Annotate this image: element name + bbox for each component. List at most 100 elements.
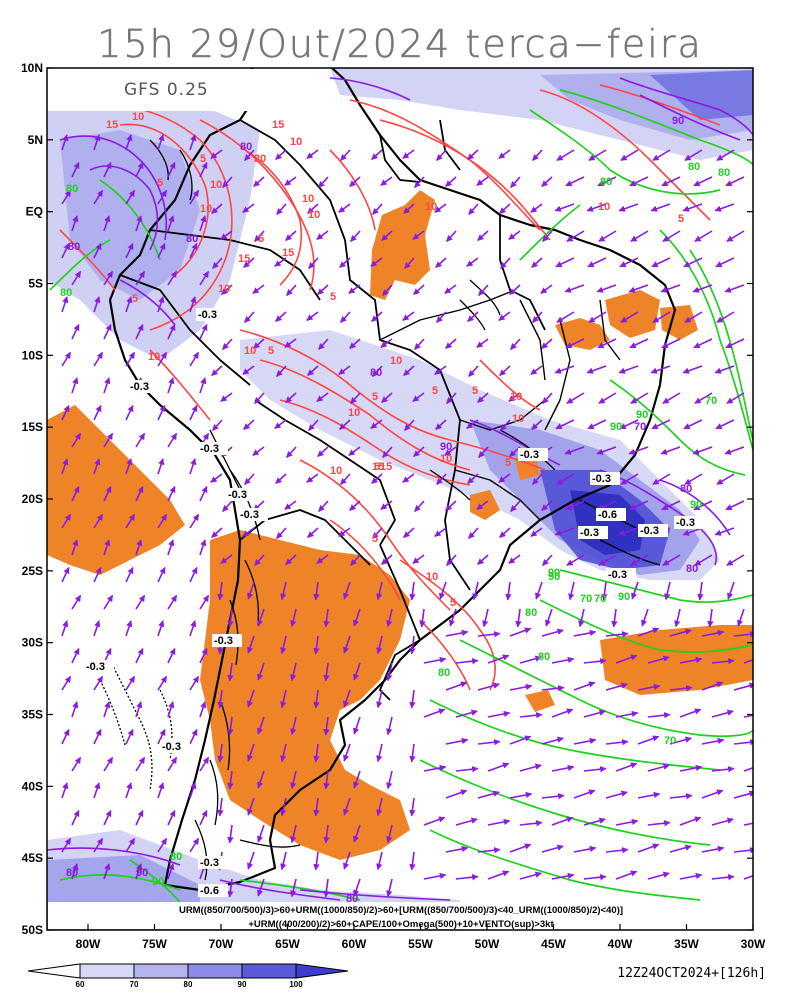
wind-arrow (412, 392, 425, 403)
wind-arrow (371, 473, 383, 485)
negative-contour-label: -0.3 (228, 489, 247, 501)
wind-arrow (477, 392, 489, 404)
wind-arrow (423, 656, 447, 664)
wind-arrow (157, 566, 166, 583)
wind-arrow (167, 161, 176, 178)
model-label: GFS 0.25 (124, 80, 209, 100)
wind-arrow (508, 392, 521, 403)
wind-arrow (382, 446, 393, 458)
wind-arrow (531, 257, 543, 269)
wind-arrow (376, 689, 383, 709)
lat-label: 10N (21, 61, 43, 75)
negative-contour-label: -0.3 (640, 525, 659, 537)
wind-arrow (323, 608, 330, 628)
wind-arrow (662, 392, 681, 404)
wind-arrow (220, 230, 233, 241)
wind-arrow (349, 338, 361, 350)
wind-arrow (551, 816, 574, 826)
wind-arrow (588, 311, 607, 323)
wind-arrow (596, 446, 617, 455)
wind-arrow (199, 809, 208, 826)
negative-label-bg (226, 488, 256, 501)
wind-arrow (423, 764, 447, 772)
wind-arrow (125, 189, 136, 205)
wind-arrow (477, 631, 501, 638)
wind-arrow (637, 735, 660, 745)
wind-arrow (125, 566, 134, 583)
colorbar-label: 90 (238, 980, 247, 989)
wind-arrow (498, 149, 511, 160)
wind-arrow (217, 797, 224, 817)
wind-arrow (61, 351, 72, 367)
wind-arrow (532, 149, 543, 161)
negative-contour-label: -0.3 (200, 857, 219, 869)
wind-arrow (372, 365, 383, 377)
wind-arrow (500, 257, 511, 269)
red-contour-label: 5 (258, 233, 264, 245)
wind-arrow (93, 189, 104, 205)
negative-label-bg (590, 472, 620, 485)
red-contours (59, 84, 721, 691)
wind-arrow (125, 513, 136, 529)
wind-arrow (257, 824, 265, 843)
wind-arrow (711, 874, 735, 881)
wind-arrow (199, 701, 207, 718)
green-contour-label: 70 (705, 395, 717, 407)
wind-arrow (381, 392, 393, 404)
wind-arrow (554, 203, 575, 212)
wind-arrow (660, 446, 681, 455)
wind-arrow (318, 176, 329, 188)
wind-arrow (679, 764, 703, 772)
lon-label: 75W (142, 937, 167, 951)
wind-arrow (323, 662, 330, 682)
wind-arrow (167, 594, 178, 610)
lat-label: 40S (22, 779, 43, 793)
wind-arrow (630, 554, 649, 566)
wind-arrow (339, 257, 351, 269)
wind-arrow (211, 203, 223, 215)
wind-arrow (343, 635, 351, 654)
green-contour-label: 90 (636, 409, 648, 421)
red-contour-label: 15 (238, 253, 250, 265)
wind-arrow (669, 793, 693, 800)
wind-arrow (242, 203, 255, 214)
wind-arrow (615, 762, 638, 772)
wind-arrow (403, 365, 415, 377)
wind-arrow (605, 739, 629, 746)
wind-arrow (71, 647, 80, 664)
wind-arrow (244, 149, 255, 161)
wind-arrow (478, 284, 489, 296)
wind-arrow (445, 500, 457, 512)
wind-arrow (637, 843, 660, 853)
wind-arrow (651, 419, 671, 430)
wind-arrow (285, 392, 297, 404)
colorbar-segment (133, 963, 189, 979)
wind-arrow (551, 708, 574, 718)
wind-arrow (313, 689, 320, 709)
wind-arrow (660, 284, 681, 293)
wind-arrow (583, 709, 606, 718)
wind-arrow (468, 365, 479, 377)
negative-contour-label: -0.6 (598, 509, 617, 521)
wind-arrow (509, 683, 533, 691)
wind-arrow (530, 527, 543, 538)
wind-arrow (404, 419, 415, 431)
wind-arrow (242, 527, 255, 538)
wind-arrow (247, 743, 255, 762)
green-contour-label: 90 (610, 421, 622, 433)
wind-arrow (652, 149, 671, 161)
wind-arrow (61, 242, 70, 259)
wind-arrow (402, 149, 415, 160)
wind-arrow (619, 419, 639, 430)
wind-arrow (220, 554, 233, 565)
wind-arrow (434, 527, 447, 538)
wind-arrow (243, 419, 255, 431)
wind-arrow (715, 419, 735, 430)
wind-arrow (409, 797, 416, 817)
wind-arrow (532, 311, 543, 323)
wind-arrow (189, 458, 197, 475)
wind-arrow (583, 658, 607, 665)
wind-arrow (167, 809, 176, 826)
wind-arrow (541, 628, 564, 637)
wind-arrow (199, 485, 208, 502)
